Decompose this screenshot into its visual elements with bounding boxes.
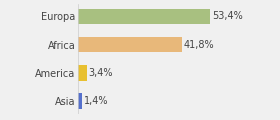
- Bar: [78, 37, 182, 52]
- Bar: [78, 65, 87, 81]
- Text: 41,8%: 41,8%: [184, 40, 214, 50]
- Bar: [78, 9, 210, 24]
- Bar: [78, 93, 82, 109]
- Text: 1,4%: 1,4%: [84, 96, 108, 106]
- Text: 53,4%: 53,4%: [212, 11, 243, 21]
- Text: 3,4%: 3,4%: [89, 68, 113, 78]
